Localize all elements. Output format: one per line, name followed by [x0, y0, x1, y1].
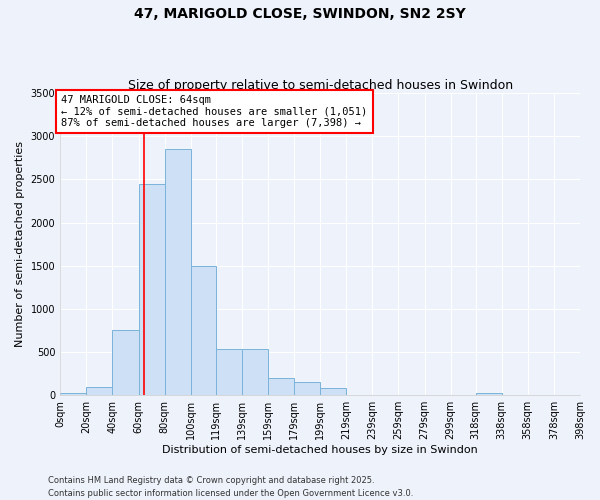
Y-axis label: Number of semi-detached properties: Number of semi-detached properties: [15, 141, 25, 347]
Bar: [60, 392, 86, 395]
Bar: [476, 392, 502, 395]
Bar: [215, 350, 242, 395]
Bar: [294, 382, 320, 395]
Bar: [242, 350, 268, 395]
X-axis label: Distribution of semi-detached houses by size in Swindon: Distribution of semi-detached houses by …: [162, 445, 478, 455]
Bar: [164, 150, 191, 395]
Title: Size of property relative to semi-detached houses in Swindon: Size of property relative to semi-detach…: [128, 79, 512, 92]
Bar: [191, 266, 215, 395]
Text: 47, MARIGOLD CLOSE, SWINDON, SN2 2SY: 47, MARIGOLD CLOSE, SWINDON, SN2 2SY: [134, 8, 466, 22]
Bar: [112, 330, 139, 395]
Bar: [86, 386, 112, 395]
Text: Contains HM Land Registry data © Crown copyright and database right 2025.
Contai: Contains HM Land Registry data © Crown c…: [48, 476, 413, 498]
Bar: [320, 388, 346, 395]
Bar: [139, 184, 164, 395]
Text: 47 MARIGOLD CLOSE: 64sqm
← 12% of semi-detached houses are smaller (1,051)
87% o: 47 MARIGOLD CLOSE: 64sqm ← 12% of semi-d…: [61, 95, 368, 128]
Bar: [268, 378, 294, 395]
